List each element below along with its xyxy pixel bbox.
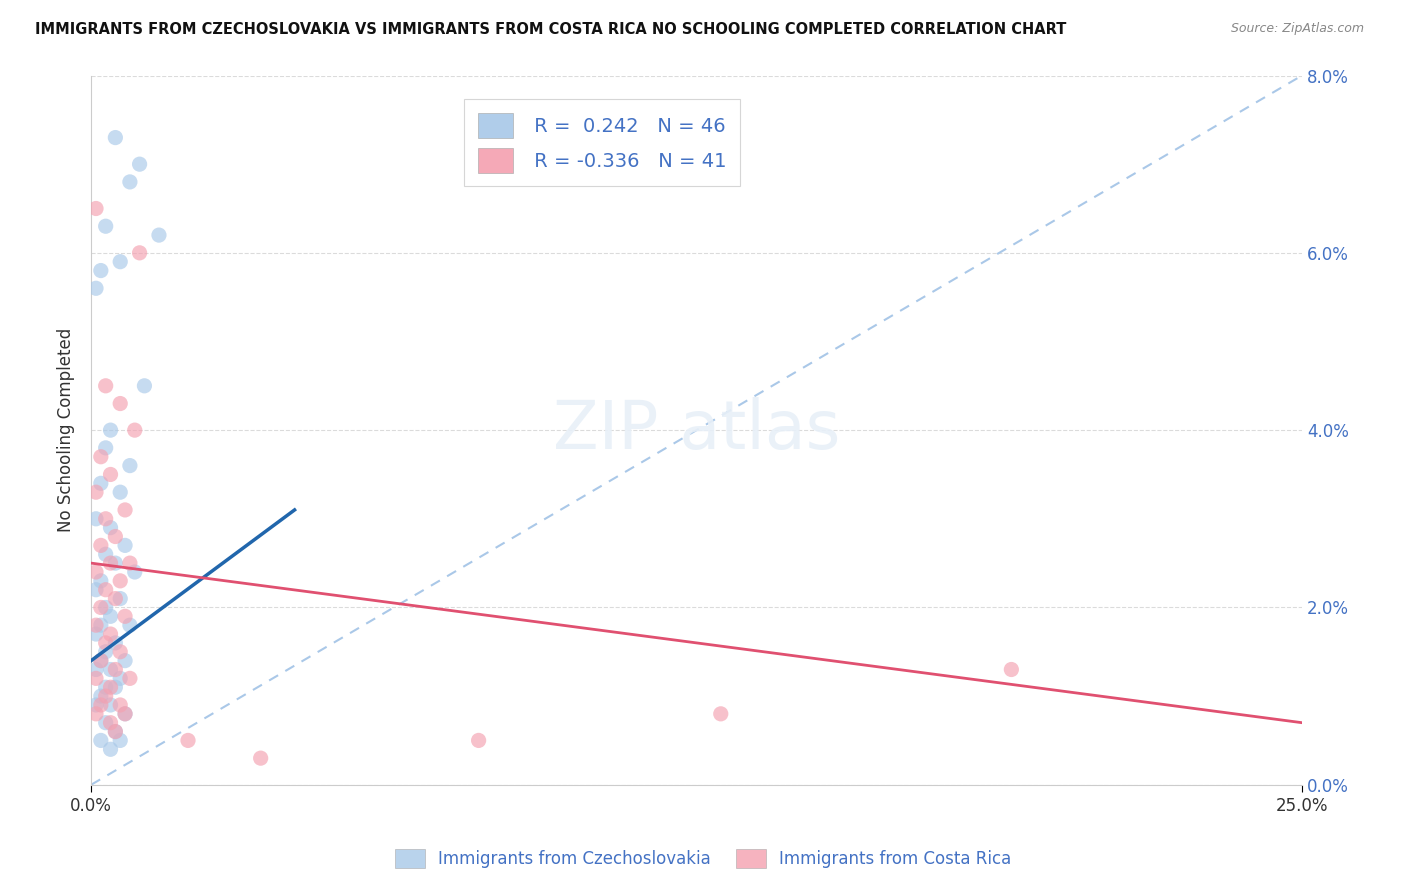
Point [104, 663, 127, 677]
Point [118, 618, 141, 632]
Point [118, 458, 141, 473]
Point [94, 219, 117, 234]
Point [84, 663, 107, 677]
Point [467, 733, 489, 747]
Point [104, 591, 127, 606]
Point [108, 591, 131, 606]
Point [114, 654, 136, 668]
Point [90, 618, 112, 632]
Point [108, 672, 131, 686]
Point [84, 698, 107, 712]
Point [94, 689, 117, 703]
Point [84, 202, 107, 216]
Point [90, 263, 112, 277]
Point [104, 680, 127, 694]
Point [177, 733, 200, 747]
Point [108, 574, 131, 588]
Point [104, 130, 127, 145]
Point [94, 547, 117, 561]
Point [84, 706, 107, 721]
Point [100, 467, 122, 482]
Point [100, 698, 122, 712]
Point [90, 654, 112, 668]
Point [94, 600, 117, 615]
Point [134, 379, 156, 393]
Point [94, 636, 117, 650]
Point [84, 565, 107, 579]
Point [114, 706, 136, 721]
Point [118, 672, 141, 686]
Point [114, 706, 136, 721]
Point [84, 672, 107, 686]
Point [104, 556, 127, 570]
Point [90, 689, 112, 703]
Point [100, 609, 122, 624]
Point [94, 512, 117, 526]
Point [108, 733, 131, 747]
Point [104, 636, 127, 650]
Point [108, 698, 131, 712]
Point [124, 565, 146, 579]
Point [100, 423, 122, 437]
Point [84, 582, 107, 597]
Point [90, 450, 112, 464]
Point [104, 724, 127, 739]
Point [100, 627, 122, 641]
Point [94, 680, 117, 694]
Point [124, 423, 146, 437]
Point [90, 698, 112, 712]
Point [90, 654, 112, 668]
Point [100, 663, 122, 677]
Point [100, 521, 122, 535]
Point [84, 485, 107, 500]
Point [100, 680, 122, 694]
Legend: Immigrants from Czechoslovakia, Immigrants from Costa Rica: Immigrants from Czechoslovakia, Immigran… [388, 842, 1018, 875]
Point [84, 281, 107, 295]
Point [84, 618, 107, 632]
Point [84, 627, 107, 641]
Point [90, 574, 112, 588]
Text: Source: ZipAtlas.com: Source: ZipAtlas.com [1230, 22, 1364, 36]
Legend:  R =  0.242   N = 46,  R = -0.336   N = 41: R = 0.242 N = 46, R = -0.336 N = 41 [464, 99, 741, 186]
Point [94, 379, 117, 393]
Point [108, 485, 131, 500]
Point [100, 556, 122, 570]
Text: IMMIGRANTS FROM CZECHOSLOVAKIA VS IMMIGRANTS FROM COSTA RICA NO SCHOOLING COMPLE: IMMIGRANTS FROM CZECHOSLOVAKIA VS IMMIGR… [35, 22, 1067, 37]
Point [128, 157, 150, 171]
Y-axis label: No Schooling Completed: No Schooling Completed [58, 328, 75, 533]
Point [94, 582, 117, 597]
Point [84, 512, 107, 526]
Point [114, 609, 136, 624]
Point [90, 538, 112, 552]
Point [104, 529, 127, 543]
Point [1000, 663, 1022, 677]
Point [108, 396, 131, 410]
Point [710, 706, 733, 721]
Point [94, 715, 117, 730]
Point [148, 228, 170, 243]
Point [114, 538, 136, 552]
Point [118, 556, 141, 570]
Point [128, 245, 150, 260]
Point [104, 724, 127, 739]
Point [90, 476, 112, 491]
Point [94, 441, 117, 455]
Point [108, 254, 131, 268]
Point [100, 742, 122, 756]
Point [118, 175, 141, 189]
Point [114, 503, 136, 517]
Point [90, 600, 112, 615]
Point [94, 645, 117, 659]
Point [249, 751, 271, 765]
Point [90, 733, 112, 747]
Point [108, 645, 131, 659]
Point [100, 715, 122, 730]
Text: ZIP atlas: ZIP atlas [553, 397, 841, 463]
